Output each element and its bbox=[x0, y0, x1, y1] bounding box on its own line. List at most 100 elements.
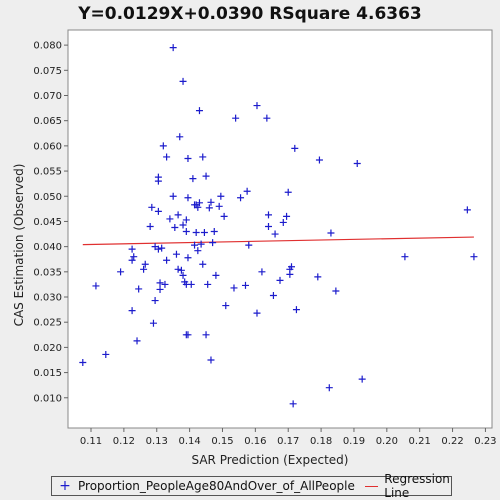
data-point bbox=[154, 245, 162, 253]
data-point bbox=[271, 230, 279, 238]
data-point bbox=[172, 250, 180, 258]
data-point bbox=[217, 192, 225, 200]
data-point bbox=[205, 204, 213, 212]
x-tick-label: 0.20 bbox=[376, 436, 398, 447]
y-tick-label: 0.070 bbox=[33, 91, 62, 102]
data-point bbox=[159, 142, 167, 150]
data-point bbox=[264, 211, 272, 219]
y-axis: 0.010 0.015 0.020 0.025 0.030 0.035 0.040 0.045… bbox=[33, 41, 68, 404]
legend-item-proportion: + Proportion_PeopleAge80AndOver_of_AllPe… bbox=[52, 478, 355, 494]
y-tick-label: 0.040 bbox=[33, 242, 62, 253]
data-point bbox=[169, 192, 177, 200]
data-point bbox=[199, 153, 207, 161]
data-point bbox=[141, 260, 149, 268]
y-tick-label: 0.015 bbox=[33, 368, 62, 379]
data-point bbox=[210, 228, 218, 236]
data-point bbox=[327, 229, 335, 237]
data-point bbox=[128, 307, 136, 315]
data-point bbox=[279, 218, 287, 226]
x-tick-label: 0.16 bbox=[244, 436, 266, 447]
legend-label-proportion: Proportion_PeopleAge80AndOver_of_AllPeop… bbox=[78, 479, 355, 493]
y-tick-label: 0.060 bbox=[33, 141, 62, 152]
data-point bbox=[156, 285, 164, 293]
scatter-chart: Y=0.0129X+0.0390 RSquare 4.6363 0.0100.0… bbox=[12, 4, 497, 467]
data-point bbox=[154, 177, 162, 185]
data-point bbox=[202, 172, 210, 180]
data-point bbox=[470, 253, 478, 261]
data-point bbox=[199, 260, 207, 268]
data-point bbox=[146, 222, 154, 230]
red-line-icon bbox=[364, 485, 379, 487]
data-point bbox=[353, 160, 361, 168]
data-point bbox=[184, 154, 192, 162]
data-point bbox=[169, 44, 177, 52]
legend-label-regression: Regression Line bbox=[384, 472, 450, 500]
data-point bbox=[174, 211, 182, 219]
data-point bbox=[187, 280, 195, 288]
data-point bbox=[149, 319, 157, 327]
data-point bbox=[220, 212, 228, 220]
x-tick-label: 0.13 bbox=[146, 436, 168, 447]
data-point bbox=[102, 350, 110, 358]
data-point bbox=[92, 282, 100, 290]
data-point bbox=[161, 280, 169, 288]
data-point bbox=[135, 285, 143, 293]
x-tick-label: 0.11 bbox=[80, 436, 102, 447]
data-point bbox=[200, 229, 208, 237]
legend-item-regression: Regression Line bbox=[355, 472, 455, 500]
data-point bbox=[194, 203, 202, 211]
data-point bbox=[191, 241, 199, 249]
data-point bbox=[276, 276, 284, 284]
data-point bbox=[133, 337, 141, 345]
data-point bbox=[128, 256, 136, 264]
data-point bbox=[314, 273, 322, 281]
data-point bbox=[130, 253, 138, 261]
x-tick-label: 0.18 bbox=[310, 436, 332, 447]
x-tick-label: 0.12 bbox=[113, 436, 135, 447]
x-tick-label: 0.15 bbox=[211, 436, 233, 447]
data-point bbox=[182, 216, 190, 224]
data-point bbox=[163, 153, 171, 161]
data-point bbox=[179, 77, 187, 85]
data-point bbox=[195, 199, 203, 207]
x-axis-label: SAR Prediction (Expected) bbox=[192, 453, 349, 467]
data-point bbox=[243, 187, 251, 195]
y-tick-label: 0.075 bbox=[33, 66, 62, 77]
data-point bbox=[163, 256, 171, 264]
data-point bbox=[176, 133, 184, 141]
data-point bbox=[179, 271, 187, 279]
data-point bbox=[258, 268, 266, 276]
data-point bbox=[253, 102, 261, 110]
data-point bbox=[401, 253, 409, 261]
data-point bbox=[177, 266, 185, 274]
data-point bbox=[283, 212, 291, 220]
y-tick-label: 0.020 bbox=[33, 343, 62, 354]
data-point bbox=[222, 302, 230, 310]
data-point bbox=[284, 188, 292, 196]
data-point bbox=[245, 241, 253, 249]
data-point bbox=[154, 207, 162, 215]
data-point bbox=[291, 144, 299, 152]
data-point bbox=[174, 265, 182, 273]
data-point bbox=[288, 263, 296, 271]
points-layer bbox=[79, 44, 478, 408]
y-tick-label: 0.065 bbox=[33, 116, 62, 127]
x-axis: 0.11 0.12 0.13 0.14 0.15 0.16 0.17 0.18 0.19 0.20… bbox=[80, 428, 497, 447]
data-point bbox=[195, 107, 203, 115]
data-point bbox=[158, 244, 166, 252]
data-point bbox=[140, 265, 148, 273]
data-point bbox=[209, 239, 217, 247]
data-point bbox=[182, 228, 190, 236]
plot-area bbox=[67, 29, 493, 429]
data-point bbox=[212, 271, 220, 279]
y-tick-label: 0.080 bbox=[33, 41, 62, 52]
y-tick-label: 0.010 bbox=[33, 393, 62, 404]
data-point bbox=[269, 292, 277, 300]
y-tick-label: 0.035 bbox=[33, 267, 62, 278]
data-point bbox=[237, 194, 245, 202]
data-point bbox=[253, 309, 261, 317]
plus-marker-icon: + bbox=[59, 478, 71, 494]
data-point bbox=[184, 254, 192, 262]
data-point bbox=[166, 215, 174, 223]
data-point bbox=[194, 247, 202, 255]
